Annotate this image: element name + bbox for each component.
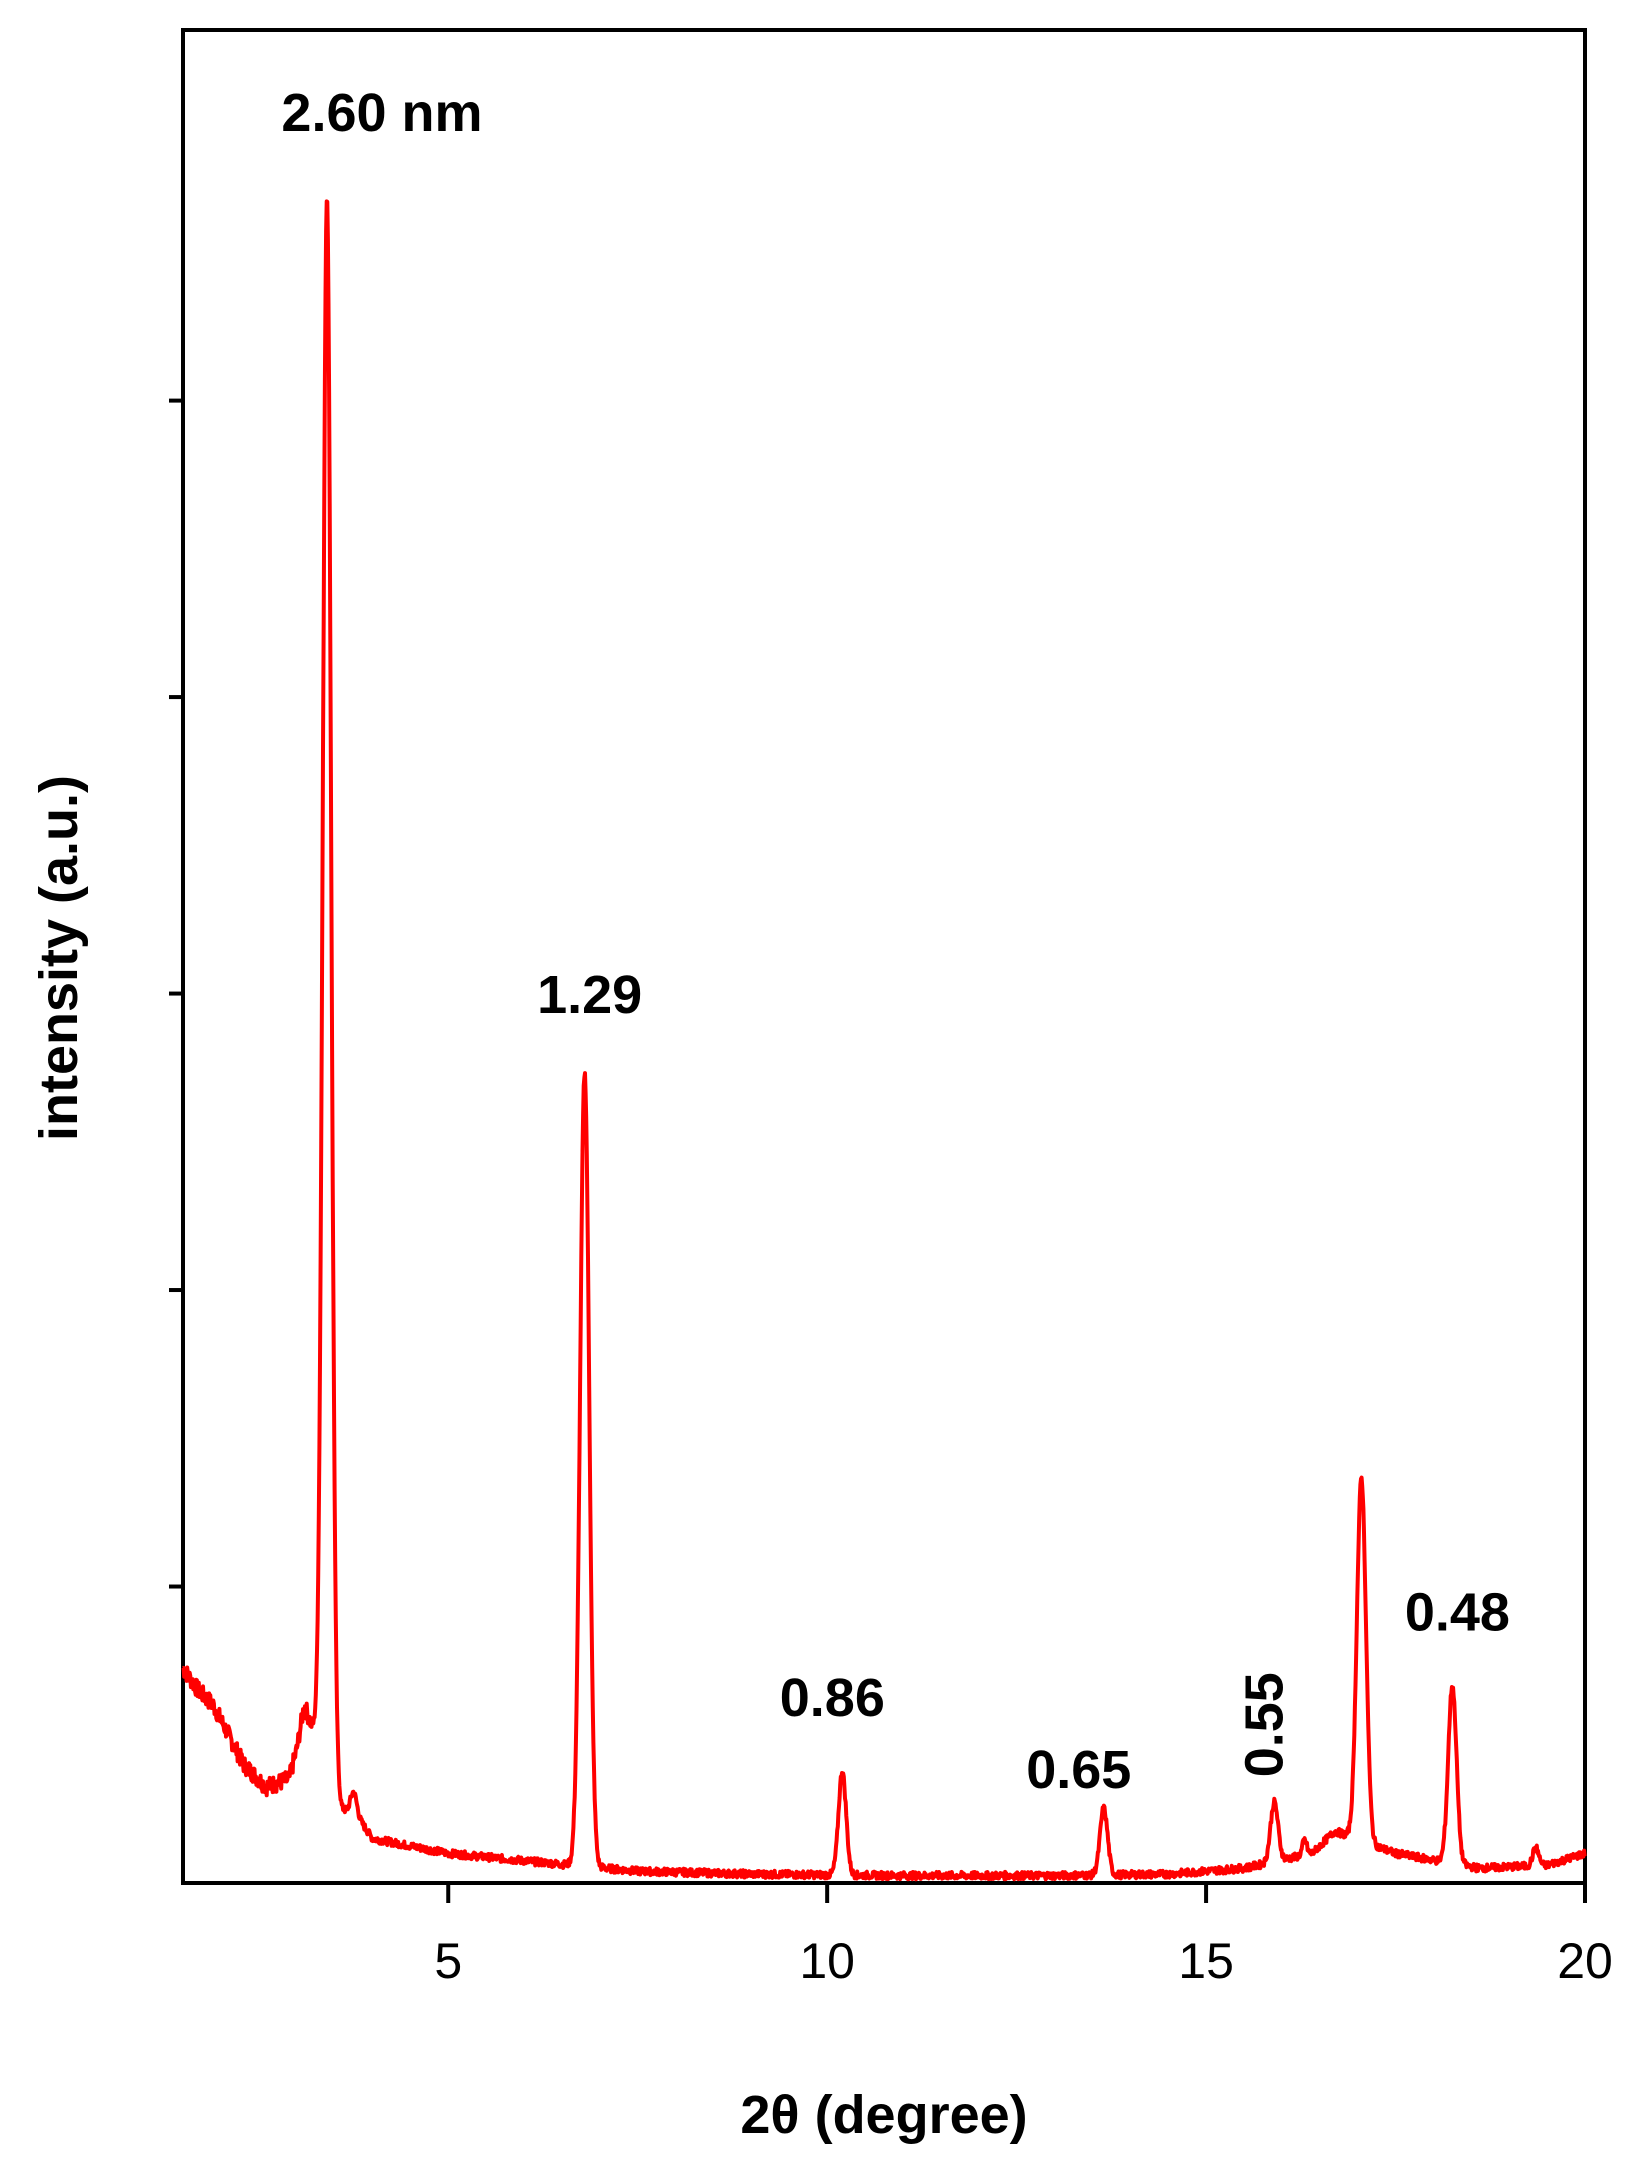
x-axis-tick-labels: 5 10 15 20 <box>434 1933 1612 1989</box>
peak-label: 0.48 <box>1405 1583 1510 1643</box>
y-axis-ticks <box>169 398 183 1589</box>
x-tick-label: 20 <box>1557 1933 1613 1989</box>
peak-label: 0.65 <box>1026 1740 1131 1800</box>
peak-label: 0.86 <box>780 1668 885 1728</box>
x-tick-label: 5 <box>434 1933 462 1989</box>
peak-label: 1.29 <box>537 965 642 1025</box>
x-tick-label: 15 <box>1178 1933 1234 1989</box>
xrd-pattern-line <box>181 199 1587 1882</box>
y-axis-title: intensity (a.u.) <box>29 775 89 1141</box>
x-axis-ticks <box>446 1883 1587 1903</box>
plot-frame <box>181 28 1587 1885</box>
peak-label: 2.60 nm <box>281 83 482 143</box>
x-tick-label: 10 <box>799 1933 855 1989</box>
x-axis-title: 2θ (degree) <box>740 2085 1027 2145</box>
peak-labels: 2.60 nm 1.29 0.86 0.65 0.55 0.48 <box>281 83 1509 1800</box>
peak-label: 0.55 <box>1234 1672 1294 1777</box>
